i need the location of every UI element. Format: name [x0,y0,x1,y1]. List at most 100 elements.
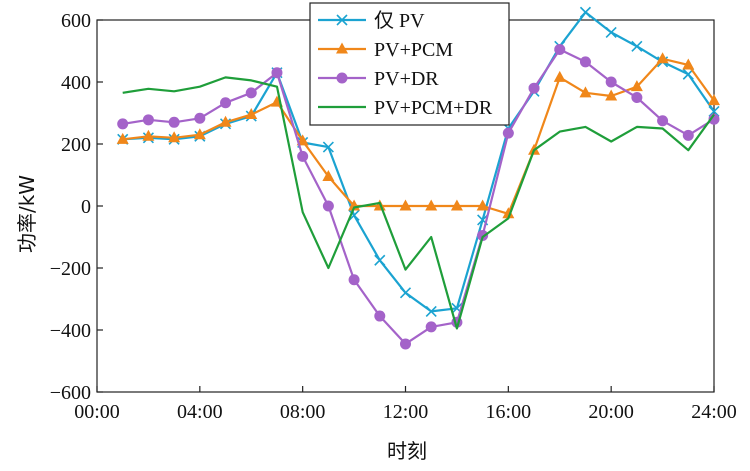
series-1-point-stroke-b [425,305,437,317]
x-tick-label: 16:00 [486,401,532,423]
y-tick-label: −200 [50,258,91,280]
series-2 [116,52,720,219]
axes: −600 −400 −200 0 200 400 600 00:00 04:00 08:00 12:… [50,10,737,423]
series-1-point-stroke-b [322,141,334,153]
legend-swatch-marker-stroke-b [336,14,348,26]
series-2-point [399,199,412,211]
series-1-point-stroke-b [631,40,643,52]
legend-label: PV+PCM+DR [374,97,493,119]
series-1-point-stroke-b [399,287,412,299]
legend-swatch-marker [336,42,348,54]
series-3-point [245,87,257,99]
x-tick-label: 08:00 [280,401,326,423]
legend-box [309,2,510,126]
series-1-point-stroke-b [348,209,360,221]
y-tick-label: −600 [50,382,91,404]
series-1-point-stroke-b [477,214,489,226]
series-3-point [682,129,694,141]
series-2-point [553,70,566,82]
legend-label: PV+DR [374,68,439,90]
series-1-point-stroke-b [605,26,617,38]
series-3-point [400,338,411,350]
x-tick-label: 00:00 [74,401,120,423]
series-1-point [374,254,386,266]
series-3 [117,43,720,350]
legend-swatch-marker [336,72,348,84]
series-2-point [630,80,643,92]
series-2-point [682,58,695,70]
series-2-point [142,129,155,141]
series-3-point [194,112,206,124]
series-1-point-stroke-b [374,254,386,266]
legend-item: PV+PCM [318,39,453,61]
series-3-point [117,118,129,130]
legend: 仅 PV PV+PCM PV+DR PV+PCM+DR [309,2,510,126]
legend-item: PV+PCM+DR [318,97,493,119]
legend-item: PV+DR [318,68,439,90]
x-tick-label: 12:00 [383,401,429,423]
series-3-point [322,200,334,212]
x-tick-label: 04:00 [177,401,223,423]
series-2-point [193,128,206,140]
series-3-point [271,67,283,79]
series-1-point [399,287,412,299]
series-3-point [528,82,540,94]
x-tick-label: 24:00 [691,401,737,423]
series-2-point [296,134,309,146]
y-tick-label: 0 [81,196,91,218]
legend-label: PV+PCM [374,39,453,61]
series-3-point [579,56,591,68]
series-1-point-stroke-b [708,105,720,118]
series-layer [116,6,720,350]
legend-item: 仅 PV [318,9,425,32]
series-3-point [554,43,566,55]
y-tick-label: −400 [50,320,91,342]
series-3-point [657,115,669,127]
series-4 [122,76,715,330]
series-3-point [708,113,720,125]
x-tick-label: 20:00 [588,401,634,423]
series-2-point [656,52,669,64]
series-1-point [631,40,643,52]
series-1-point [579,6,592,18]
series-2-point [116,132,129,144]
series-2-point [168,131,181,143]
series-2-point [219,115,232,127]
series-3-point [425,321,437,333]
series-3-point [142,114,154,126]
y-tick-label: 400 [61,72,91,94]
series-2-point [245,108,258,120]
series-2-point [425,199,438,211]
series-1-point [348,209,360,221]
series-3-point [168,116,180,128]
series-3-point [631,92,643,103]
legend-swatch-marker [336,14,348,26]
series-1-point [322,141,334,153]
series-2-point [502,207,515,219]
series-2-point [708,94,720,106]
series-1-point [708,105,720,118]
series-2-point [476,199,489,211]
series-1-point [605,26,617,38]
series-2-point [450,199,463,211]
series-2-point [605,89,618,101]
y-tick-label: 200 [61,134,91,156]
series-2-point [579,86,592,98]
series-3-point [374,310,386,322]
legend-label: 仅 PV [374,9,425,32]
series-1-point-stroke-b [451,302,463,314]
series-3-point [348,274,360,286]
series-4-line [122,76,715,330]
y-tick-label: 600 [61,10,91,32]
y-axis-title: 功率/kW [15,175,39,253]
series-1-point-stroke-b [579,6,592,18]
series-1-point [425,305,437,317]
series-3-point [220,97,232,109]
series-3-point [605,76,617,88]
series-3-point [477,229,489,241]
x-axis-title: 时刻 [387,439,427,463]
series-3-point [297,150,309,162]
series-2-point [322,170,335,182]
series-3-point [502,127,514,139]
